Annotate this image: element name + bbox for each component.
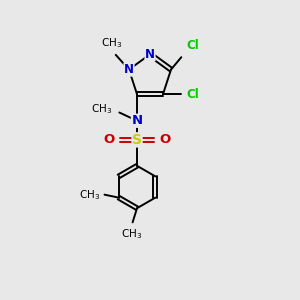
Text: N: N (145, 48, 155, 61)
Text: CH$_3$: CH$_3$ (101, 36, 122, 50)
Text: CH$_3$: CH$_3$ (92, 102, 112, 116)
Text: S: S (132, 133, 142, 147)
Text: CH$_3$: CH$_3$ (79, 188, 100, 202)
Text: Cl: Cl (187, 88, 199, 101)
Text: O: O (159, 134, 170, 146)
Text: N: N (131, 114, 142, 127)
Text: Cl: Cl (186, 39, 199, 52)
Text: O: O (104, 134, 115, 146)
Text: CH$_3$: CH$_3$ (121, 227, 142, 241)
Text: N: N (124, 63, 134, 76)
